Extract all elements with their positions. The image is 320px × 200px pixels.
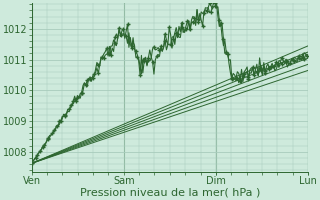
X-axis label: Pression niveau de la mer( hPa ): Pression niveau de la mer( hPa ) <box>80 187 260 197</box>
